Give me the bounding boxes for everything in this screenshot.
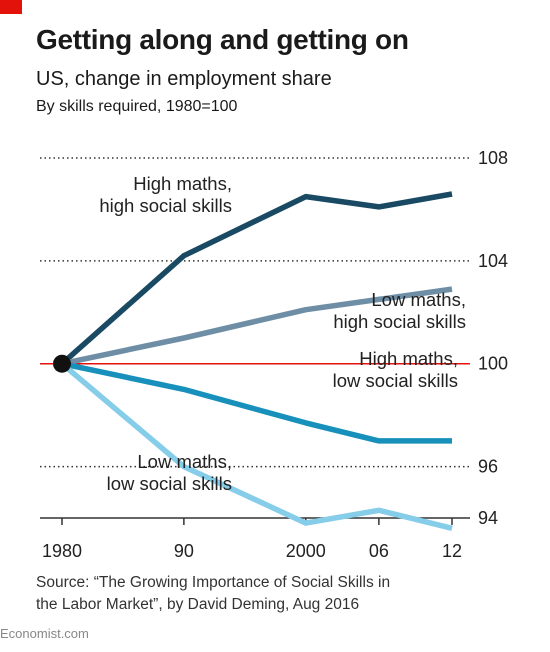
source-line-1: Source: “The Growing Importance of Socia… — [36, 574, 391, 591]
y-tick-label: 96 — [478, 457, 498, 477]
x-tick-label: 12 — [442, 541, 462, 561]
series-labels: High maths, high social skills Low maths, h… — [99, 173, 466, 494]
series-label-2: Low maths, high social skills — [333, 289, 466, 332]
series-line-1 — [60, 191, 453, 366]
x-tick-label: 2000 — [286, 541, 326, 561]
y-tick-label: 108 — [478, 148, 508, 168]
series-label-4: Low maths, low social skills — [107, 451, 232, 494]
source-line-2: the Labor Market”, by David Deming, Aug … — [36, 596, 360, 613]
x-axis-tick-labels: 1980 90 2000 06 12 — [42, 541, 462, 561]
y-tick-label: 94 — [478, 508, 498, 528]
chart-title: Getting along and getting on — [36, 24, 409, 55]
source-note: Source: “The Growing Importance of Socia… — [36, 572, 496, 616]
chart-units-note: By skills required, 1980=100 — [36, 98, 238, 115]
x-tick-label: 1980 — [42, 541, 82, 561]
y-tick-label: 100 — [478, 354, 508, 374]
series-label-3: High maths, low social skills — [333, 348, 458, 391]
series-line-3 — [61, 361, 452, 444]
chart-subtitle: US, change in employment share — [36, 68, 332, 90]
brand-tag — [0, 0, 22, 14]
series-line-4 — [60, 361, 453, 531]
y-axis-tick-labels: 94 96 100 104 108 — [478, 148, 508, 528]
grid-lines — [40, 157, 470, 468]
origin-point — [53, 354, 71, 373]
publisher-credit: Economist.com — [0, 626, 89, 641]
x-tick-label: 06 — [369, 541, 389, 561]
series-label-1: High maths, high social skills — [99, 173, 232, 216]
series-lines — [53, 191, 453, 531]
y-tick-label: 104 — [478, 251, 508, 271]
series-line-2 — [61, 286, 453, 367]
x-tick-label: 90 — [174, 541, 194, 561]
